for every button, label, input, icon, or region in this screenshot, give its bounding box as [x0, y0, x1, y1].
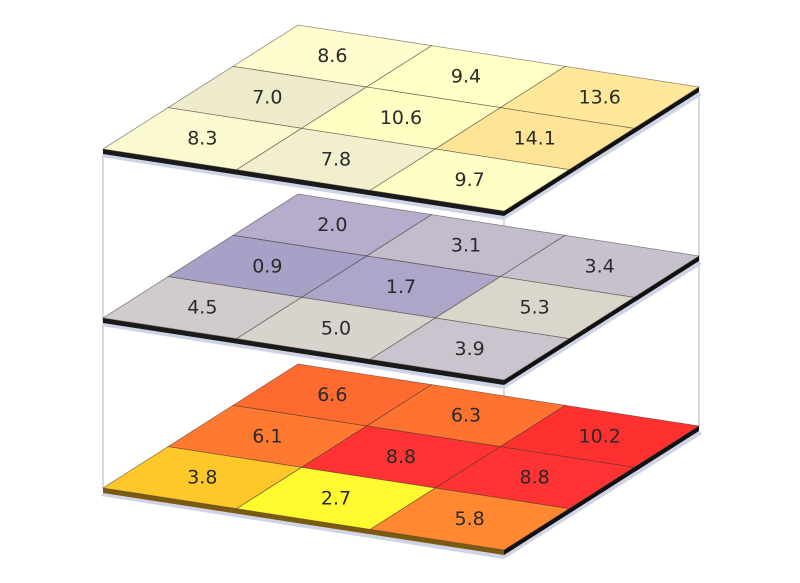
- grid-cell: 13.6: [499, 65, 701, 129]
- cell-value: 4.5: [187, 297, 217, 319]
- cell-value: 0.9: [252, 255, 282, 277]
- grid-cell: 5.8: [369, 487, 571, 551]
- cell-value: 3.8: [187, 467, 217, 489]
- layer-shadow: [101, 92, 702, 220]
- cell-surface: [369, 317, 571, 381]
- cell-value: 6.6: [317, 384, 347, 406]
- bottom-layer: 6.6 6.3 10.2 6.1 8.8 8.8 3.8 2.7 5.8: [101, 363, 702, 559]
- grid-cell: 3.8: [101, 446, 303, 510]
- cell-value: 3.9: [455, 338, 485, 360]
- grid-cell: 14.1: [434, 107, 636, 171]
- grid-cell: 2.7: [235, 466, 437, 530]
- layer-edge-left: [103, 488, 504, 555]
- grid-cell: 10.6: [300, 86, 502, 150]
- cell-value: 9.4: [451, 66, 481, 88]
- cell-surface: [369, 487, 571, 551]
- cell-value: 10.2: [579, 425, 621, 447]
- cell-value: 8.3: [187, 128, 217, 150]
- grid-cell: 8.6: [231, 24, 433, 88]
- grid-cell: 5.3: [434, 276, 636, 340]
- grid-cell: 9.7: [369, 148, 571, 212]
- grid-cell: 3.9: [369, 317, 571, 381]
- grid-cell: 6.6: [231, 363, 433, 427]
- cell-value: 8.8: [520, 467, 550, 489]
- grid-cell: 8.8: [300, 425, 502, 489]
- grid-cell: 7.0: [166, 65, 368, 129]
- cell-value: 1.7: [386, 276, 416, 298]
- cell-value: 10.6: [380, 107, 422, 129]
- cell-value: 5.8: [455, 508, 485, 530]
- layer-edge-right: [504, 87, 699, 216]
- grid-cell: 4.5: [101, 276, 303, 340]
- cell-surface: [369, 148, 571, 212]
- cell-value: 3.1: [451, 235, 481, 257]
- grid-cell: 2.0: [231, 193, 433, 257]
- cell-value: 9.7: [455, 169, 485, 191]
- cell-value: 13.6: [579, 86, 621, 108]
- cell-value: 7.0: [252, 86, 282, 108]
- grid-cell: 10.2: [499, 404, 701, 468]
- top-layer: 8.6 9.4 13.6 7.0 10.6 14.1 8.3 7.8 9.7: [101, 24, 702, 220]
- layer-edge-left: [103, 318, 504, 385]
- grid-cell: 9.4: [365, 45, 567, 109]
- cell-value: 5.3: [520, 297, 550, 319]
- layer-edge-right: [504, 426, 699, 555]
- cell-value: 8.6: [317, 45, 347, 67]
- cell-value: 2.7: [321, 487, 351, 509]
- cell-value: 7.8: [321, 148, 351, 170]
- grid-cell: 3.1: [365, 214, 567, 278]
- cell-value: 3.4: [585, 255, 615, 277]
- layer-shadow: [101, 431, 702, 559]
- layer-shadow: [101, 261, 702, 389]
- cell-value: 6.3: [451, 405, 481, 427]
- middle-layer: 2.0 3.1 3.4 0.9 1.7 5.3 4.5 5.0 3.9: [101, 193, 702, 389]
- layers-group: 8.6 9.4 13.6 7.0 10.6 14.1 8.3 7.8 9.7 2.0 3.1 3.4 0…: [101, 24, 702, 559]
- layer-edge-left: [103, 149, 504, 216]
- cell-value: 14.1: [514, 128, 556, 150]
- cell-value: 6.1: [252, 425, 282, 447]
- cell-value: 5.0: [321, 317, 351, 339]
- cell-value: 8.8: [386, 446, 416, 468]
- layer-edge-right: [504, 256, 699, 385]
- cell-value: 2.0: [317, 214, 347, 236]
- grid-cell: 6.3: [365, 384, 567, 448]
